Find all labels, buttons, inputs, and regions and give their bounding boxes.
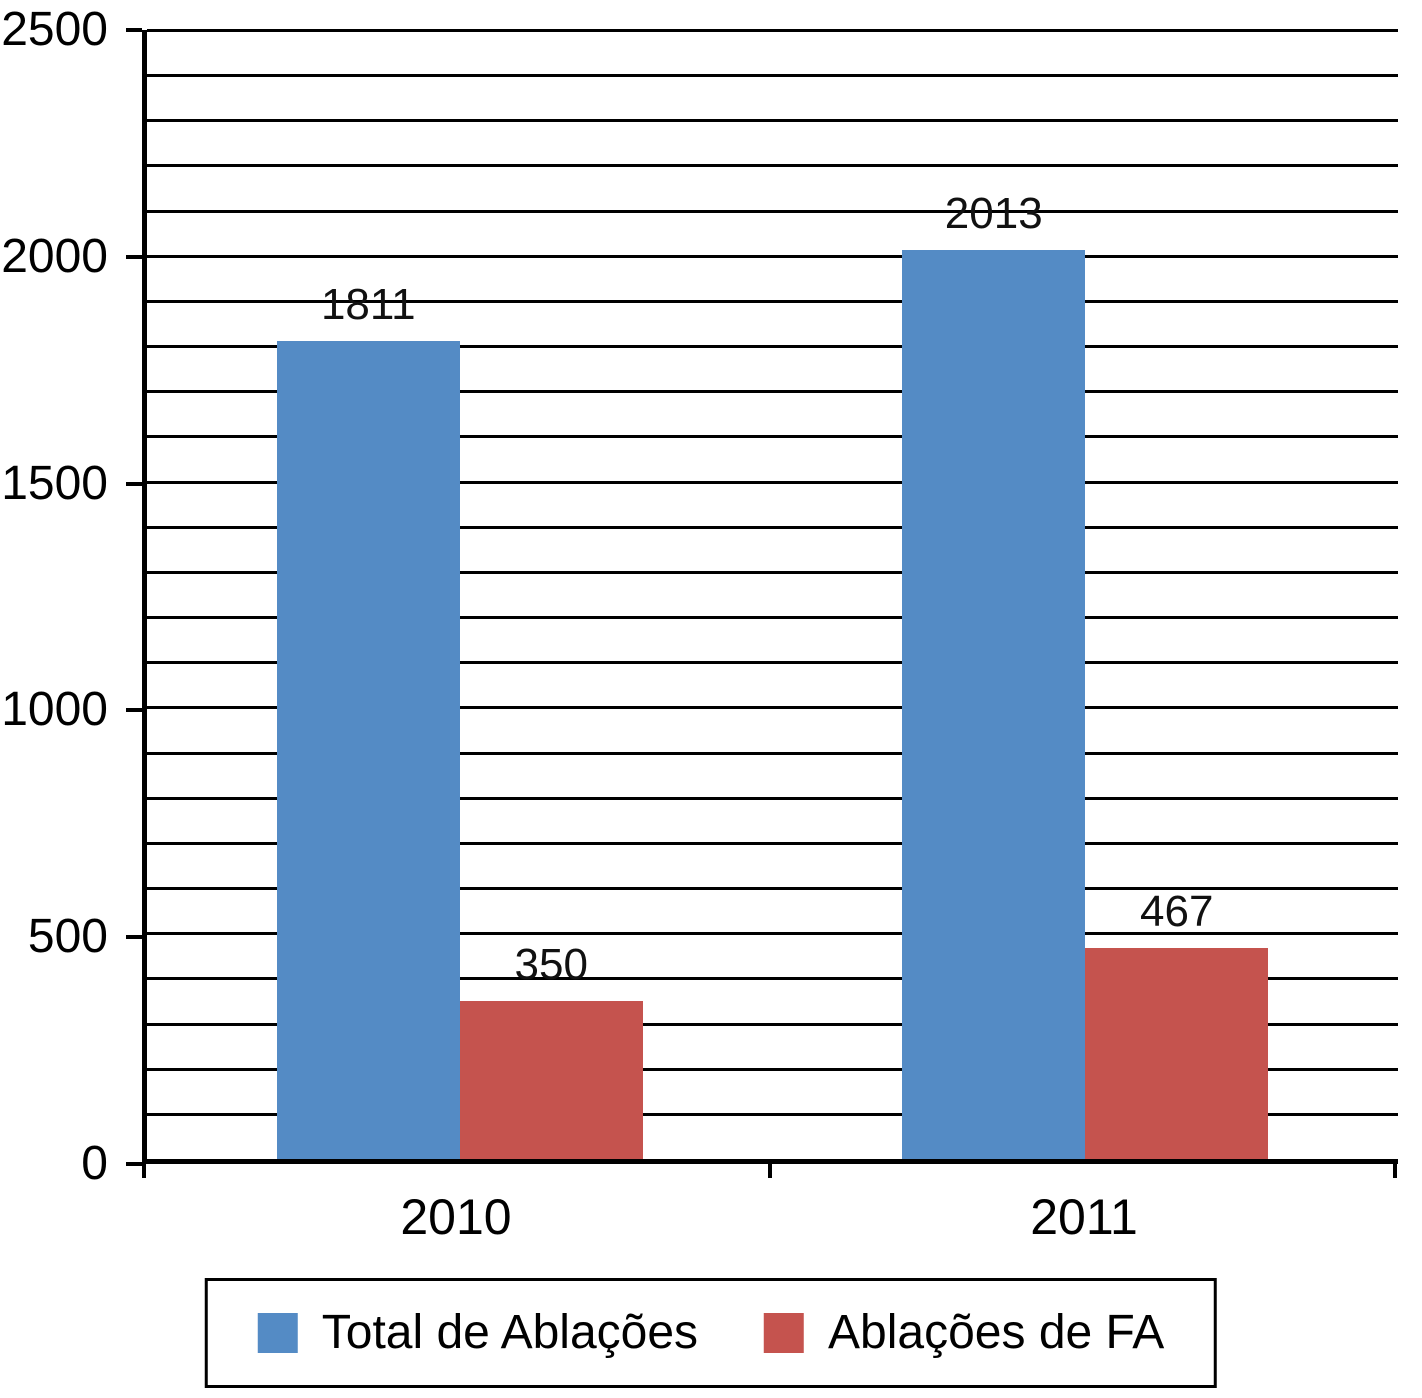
gridline (147, 751, 1398, 755)
gridline (147, 661, 1398, 665)
gridline (147, 1067, 1398, 1071)
gridline (147, 345, 1398, 349)
gridline (147, 841, 1398, 845)
bar-group: 2013 467 (773, 30, 1399, 1159)
y-axis: 0 500 1000 1500 2000 2500 (0, 6, 126, 1188)
x-tick-label: 2011 (1030, 1189, 1138, 1245)
y-tick-label: 1500 (1, 456, 108, 510)
bar-value-label: 2013 (944, 188, 1043, 238)
gridline (147, 1022, 1398, 1026)
y-tick-label: 2000 (1, 229, 108, 283)
y-tick-mark (126, 935, 142, 940)
y-tick-mark (126, 254, 142, 259)
legend: Total de Ablações Ablações de FA (204, 1278, 1218, 1388)
gridline (147, 209, 1398, 213)
gridline (147, 932, 1398, 936)
x-tick-label: 2010 (400, 1189, 512, 1245)
bar-group: 1811 350 (147, 30, 773, 1159)
x-tick-mark (1393, 1162, 1397, 1178)
bar: 1811 (276, 283, 460, 1159)
x-tick-mark (142, 1162, 146, 1178)
gridline (147, 706, 1398, 710)
y-tick-label: 1000 (1, 683, 108, 737)
gridline (147, 525, 1398, 529)
gridline (147, 254, 1398, 258)
bar-groups: 1811 350 2013 467 (147, 30, 1398, 1159)
gridline (147, 1112, 1398, 1116)
bar-value-label: 350 (514, 939, 588, 989)
y-tick-label: 0 (81, 1137, 108, 1190)
gridline (147, 977, 1398, 981)
gridline (147, 796, 1398, 800)
gridline (147, 74, 1398, 78)
y-tick-label: 2500 (1, 3, 108, 56)
gridline (147, 299, 1398, 303)
gridline (147, 119, 1398, 123)
bar-value-label: 467 (1140, 887, 1214, 937)
gridline (147, 164, 1398, 168)
y-tick-label: 500 (27, 910, 108, 964)
gridline (147, 480, 1398, 484)
legend-entry: Total de Ablações (257, 1306, 699, 1359)
x-axis: 2010 2011 (142, 1192, 1398, 1242)
bar: 2013 (902, 191, 1086, 1159)
y-tick-mark (126, 481, 142, 486)
bar-value-label: 1811 (320, 280, 416, 330)
bar: 467 (1085, 890, 1269, 1159)
plot-area: 1811 350 2013 467 (142, 29, 1398, 1164)
gridline (147, 570, 1398, 574)
legend-label: Ablações de FA (828, 1306, 1165, 1359)
bar: 350 (459, 942, 643, 1159)
gridline (147, 390, 1398, 394)
legend-swatch (257, 1313, 298, 1353)
gridline (147, 616, 1398, 620)
y-tick-mark (126, 708, 142, 713)
legend-swatch (764, 1313, 805, 1353)
gridline (147, 887, 1398, 891)
y-tick-mark (126, 28, 142, 32)
x-tick-mark (767, 1162, 772, 1178)
y-tick-mark (126, 1162, 142, 1166)
gridline (147, 29, 1398, 32)
legend-label: Total de Ablações (321, 1306, 699, 1359)
legend-entry: Ablações de FA (764, 1309, 1164, 1357)
gridline (147, 435, 1398, 439)
